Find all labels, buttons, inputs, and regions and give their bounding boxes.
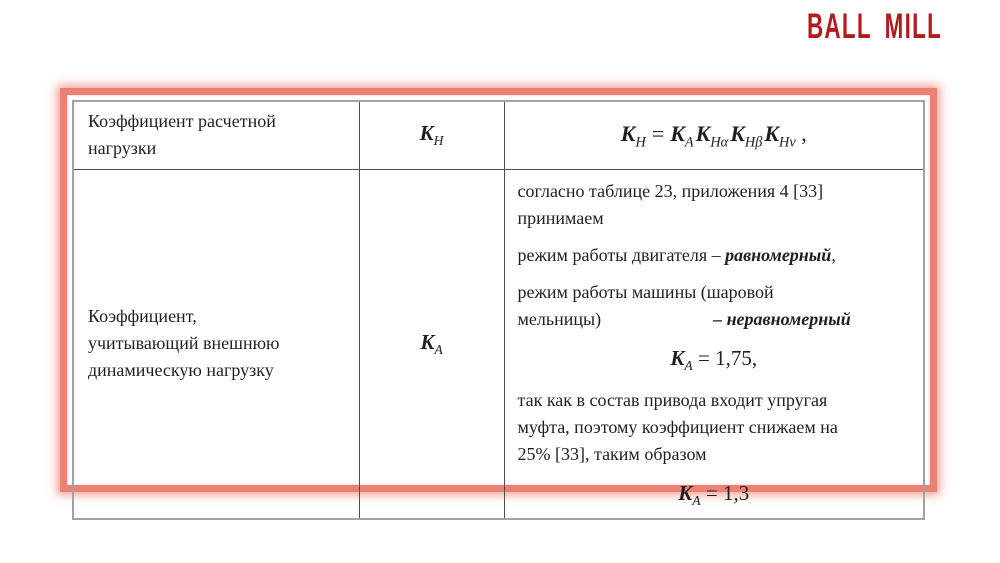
paragraph-source-note: согласно таблице 23, приложения 4 [33] п… xyxy=(517,180,824,228)
row1-formula-cell: KH = KAKHαKHβKHv , xyxy=(503,100,925,170)
row2-label-cell: Коэффициент, учитывающий внешнюю динамич… xyxy=(72,168,360,520)
ka-final-value: = 1,3 xyxy=(705,481,750,506)
equals-sign: = xyxy=(651,120,665,146)
row2-content-cell: согласно таблице 23, приложения 4 [33] п… xyxy=(503,168,925,520)
row2-symbol-sub: A xyxy=(434,341,443,357)
paragraph-engine-mode: режим работы двигателя – равномерный, xyxy=(518,242,911,269)
engine-mode-trail: , xyxy=(831,244,836,265)
table-frame: Коэффициент расчетной нагрузки KH KH = KAK… xyxy=(60,88,937,520)
row1-label: Коэффициент расчетной нагрузки xyxy=(88,111,276,159)
kh-formula-term-kha: KHα xyxy=(695,120,729,151)
ka-value: = 1,75, xyxy=(698,345,758,370)
table-row-ka: Коэффициент, учитывающий внешнюю динамич… xyxy=(72,168,925,520)
row1-symbol-cell: KH xyxy=(358,100,505,170)
engine-mode-emphasis: равномерный xyxy=(725,244,832,265)
ka-symbol: KA xyxy=(670,345,693,373)
row2-label: Коэффициент, учитывающий внешнюю динамич… xyxy=(88,306,280,381)
row1-symbol-sub: H xyxy=(433,133,444,149)
ka-final-symbol: KA xyxy=(678,481,701,509)
kh-formula-term-khb: KHβ xyxy=(730,120,763,151)
kh-formula-term-khv: KHv xyxy=(764,120,796,151)
kh-formula-lhs: KH xyxy=(620,120,646,151)
ka-value-formula: KA = 1,75, xyxy=(518,343,911,377)
row2-symbol-cell: KA xyxy=(358,168,505,520)
coefficients-table: Коэффициент расчетной нагрузки KH KH = KAK… xyxy=(72,100,925,520)
row2-symbol-base: K xyxy=(420,329,435,354)
ka-final-formula: KA = 1,3 xyxy=(518,478,911,512)
row1-label-cell: Коэффициент расчетной нагрузки xyxy=(72,100,360,170)
paragraph-coupling-note: так как в состав привода входит упругая … xyxy=(517,390,838,465)
row1-symbol-base: K xyxy=(419,121,434,146)
kh-formula: KH = KAKHαKHβKHv , xyxy=(620,120,807,151)
row1-symbol: KH xyxy=(419,121,444,149)
machine-mode-emphasis: – неравномерный xyxy=(713,308,851,329)
row2-symbol: KA xyxy=(420,329,443,357)
paragraph-machine-mode: режим работы машины (шаровой мельницы) – н… xyxy=(518,279,911,333)
kh-formula-term-ka: KA xyxy=(670,120,694,151)
machine-mode-line1: режим работы машины (шаровой xyxy=(517,281,774,302)
engine-mode-text: режим работы двигателя – xyxy=(517,244,726,265)
table-row-kh: Коэффициент расчетной нагрузки KH KH = KAK… xyxy=(72,100,925,170)
kh-formula-trail: , xyxy=(795,120,807,146)
machine-mode-line2: мельницы) xyxy=(517,308,602,329)
slide-title: BALL MILL xyxy=(806,7,942,46)
